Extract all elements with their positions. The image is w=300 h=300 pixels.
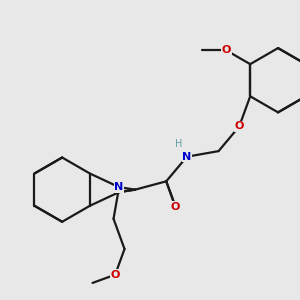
Text: H: H [175,139,182,149]
Text: N: N [115,182,124,192]
Text: O: O [235,122,244,131]
Text: O: O [110,270,120,280]
Text: O: O [171,202,180,212]
Text: N: N [182,152,191,162]
Text: O: O [222,46,231,56]
